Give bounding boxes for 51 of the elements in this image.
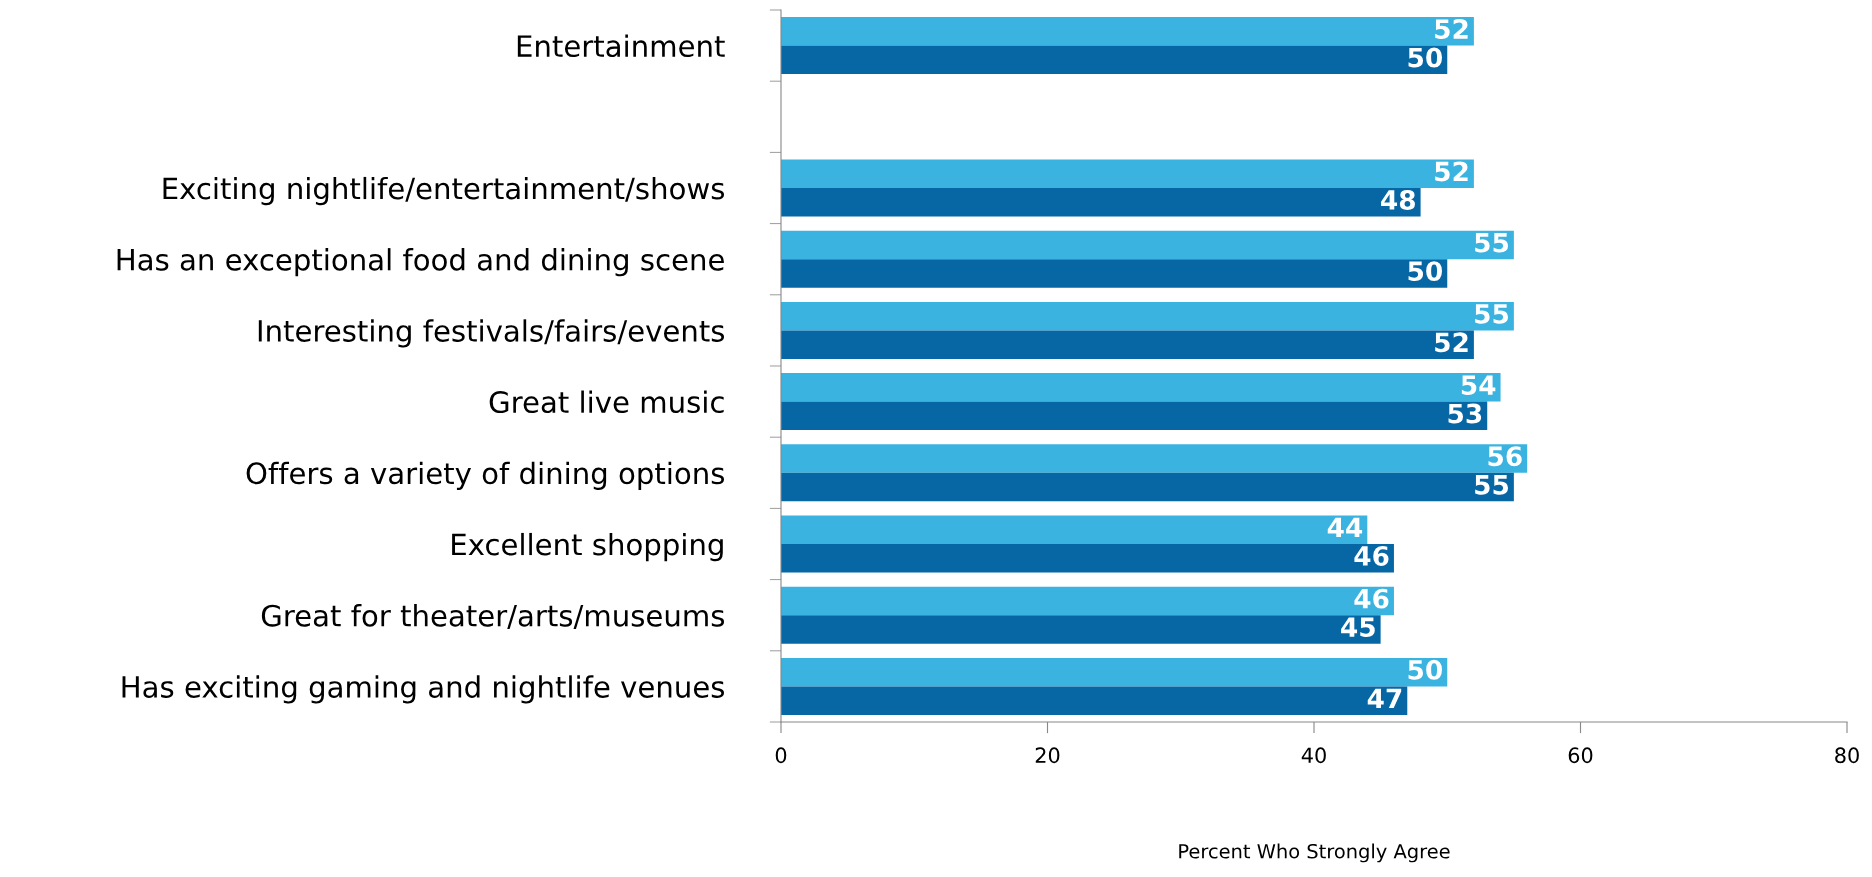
y-tick-label: Excellent shopping xyxy=(452,532,723,562)
bar xyxy=(781,657,1448,687)
data-label: 52 xyxy=(1435,19,1468,40)
y-tick-label: Exciting nightlife/entertainment/shows xyxy=(163,176,725,206)
data-label: 50 xyxy=(1408,261,1442,282)
y-tick-label: Interesting festivals/fairs/events xyxy=(258,319,725,348)
bar xyxy=(781,330,1474,359)
bar xyxy=(781,472,1514,502)
data-label: 54 xyxy=(1461,375,1496,396)
bar xyxy=(781,373,1501,402)
y-tick-label: Great for theater/arts/museums xyxy=(261,604,725,629)
data-label: 48 xyxy=(1381,189,1415,210)
data-label: 46 xyxy=(1354,545,1389,566)
data-label: 45 xyxy=(1341,617,1375,638)
data-label: 55 xyxy=(1475,304,1509,324)
y-tick-label: Great live music xyxy=(489,390,724,414)
data-label: 46 xyxy=(1354,588,1389,609)
bar xyxy=(781,544,1394,573)
data-label: 55 xyxy=(1475,475,1509,495)
bar xyxy=(781,45,1448,75)
y-tick-label: Has exciting gaming and nightlife venues xyxy=(122,675,725,704)
x-tick-label: 0 xyxy=(775,747,787,764)
data-label: 56 xyxy=(1488,446,1522,467)
x-tick-label: 20 xyxy=(1035,747,1060,764)
data-label: 55 xyxy=(1475,233,1509,253)
data-label: 52 xyxy=(1435,332,1468,353)
bar xyxy=(781,188,1421,217)
bar xyxy=(781,615,1381,644)
data-label: 50 xyxy=(1408,47,1442,68)
y-tick-label: Has an exceptional food and dining scene xyxy=(117,248,724,277)
bar xyxy=(781,259,1448,288)
bar xyxy=(781,301,1514,331)
bar xyxy=(781,159,1474,188)
bar xyxy=(781,444,1528,473)
bar xyxy=(781,17,1474,46)
data-label: 44 xyxy=(1327,517,1363,538)
y-tick-label: Entertainment xyxy=(517,34,725,58)
bar xyxy=(781,686,1408,715)
data-label: 53 xyxy=(1448,403,1482,424)
data-label: 50 xyxy=(1408,659,1442,680)
bar xyxy=(781,586,1394,616)
x-axis-title: Percent Who Strongly Agree xyxy=(1179,843,1450,863)
data-label: 52 xyxy=(1435,161,1468,182)
x-tick-label: 80 xyxy=(1835,747,1859,764)
x-tick-label: 60 xyxy=(1568,747,1593,764)
y-tick-label: Offers a variety of dining options xyxy=(246,461,725,490)
bar xyxy=(781,401,1488,431)
bar xyxy=(781,515,1368,544)
data-label: 47 xyxy=(1367,688,1402,708)
bar xyxy=(781,230,1514,260)
x-tick-label: 40 xyxy=(1301,747,1326,764)
